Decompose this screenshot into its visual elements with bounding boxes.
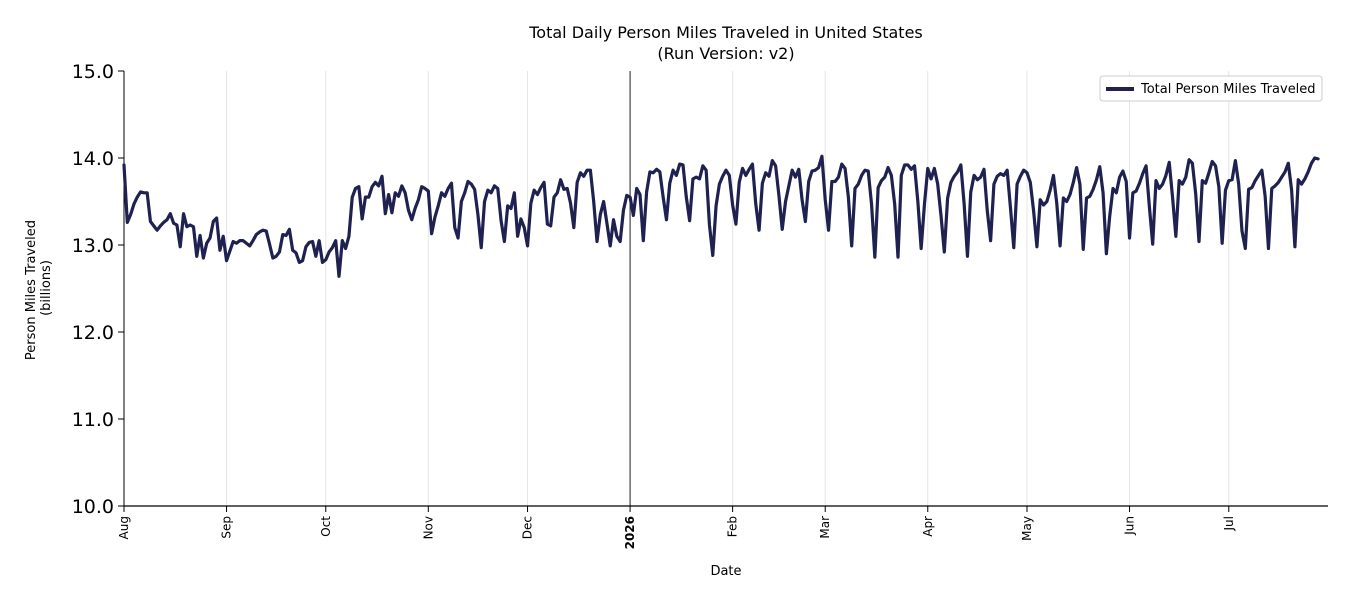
x-tick-label-4: Dec bbox=[521, 516, 535, 539]
chart-subtitle: (Run Version: v2) bbox=[657, 44, 794, 63]
series-lines bbox=[122, 154, 1320, 278]
y-axis-label-line2: (billions) bbox=[39, 260, 54, 316]
x-tick-label-10: Jun bbox=[1123, 516, 1137, 536]
chart-title: Total Daily Person Miles Traveled in Uni… bbox=[528, 23, 923, 42]
x-tick-label-6: Feb bbox=[726, 516, 740, 537]
legend: Total Person Miles Traveled bbox=[1099, 75, 1323, 102]
x-tick-label-11: Jul bbox=[1222, 516, 1236, 531]
y-tick-label-3: 13.0 bbox=[72, 235, 114, 257]
legend-box bbox=[1099, 75, 1323, 102]
x-tick-label-2: Oct bbox=[319, 516, 333, 537]
x-tick-label-1: Sep bbox=[220, 516, 234, 539]
gridlines bbox=[123, 71, 1230, 506]
x-tick-label-3: Nov bbox=[421, 516, 435, 539]
y-tick-label-1: 11.0 bbox=[72, 409, 114, 431]
legend-label: Total Person Miles Traveled bbox=[1140, 82, 1316, 97]
y-axis-label-line1: Person Miles Traveled bbox=[24, 220, 39, 360]
series-line-0 bbox=[122, 154, 1320, 278]
y-tick-label-4: 14.0 bbox=[72, 148, 114, 170]
y-tick-label-0: 10.0 bbox=[72, 496, 114, 518]
x-tick-label-7: Mar bbox=[818, 516, 832, 539]
y-axis-label: Person Miles Traveled (billions) bbox=[24, 216, 54, 360]
x-tick-label-5: 2026 bbox=[623, 516, 637, 549]
y-axis: 10.0 11.0 12.0 13.0 14.0 15.0 bbox=[72, 61, 125, 518]
x-axis-label: Date bbox=[710, 564, 741, 579]
x-axis: Aug Sep Oct Nov Dec 2026 Feb Mar Apr May Jun Jul bbox=[117, 505, 1328, 549]
x-tick-label-8: Apr bbox=[921, 516, 935, 537]
x-tick-label-0: Aug bbox=[117, 516, 131, 539]
y-tick-label-5: 15.0 bbox=[72, 61, 114, 83]
y-tick-label-2: 12.0 bbox=[72, 322, 114, 344]
x-tick-label-9: May bbox=[1020, 516, 1034, 541]
